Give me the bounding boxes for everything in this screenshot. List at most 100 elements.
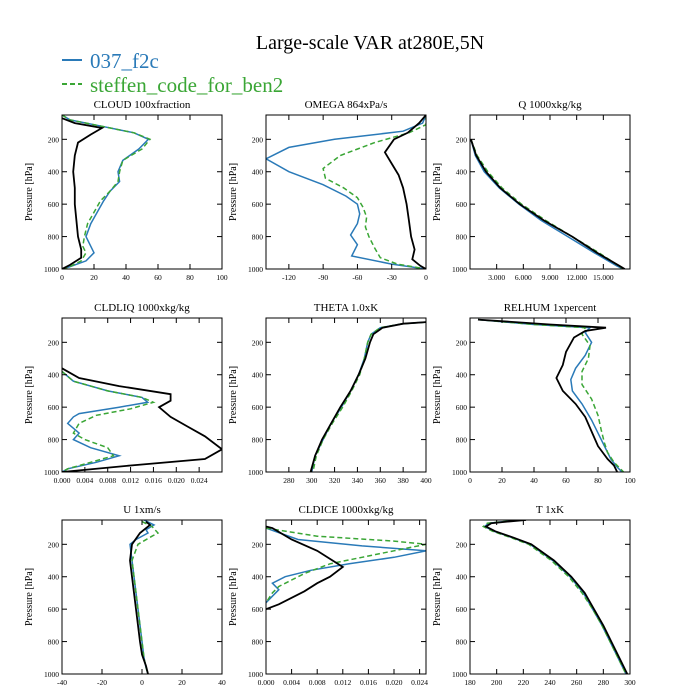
y-tick-label: 200 — [48, 338, 60, 347]
y-axis-label: Pressure [hPa] — [432, 163, 443, 221]
x-tick-label: 0.024 — [411, 678, 428, 687]
series-line-1 — [266, 115, 426, 269]
y-tick-label: 600 — [252, 200, 264, 209]
y-tick-label: 600 — [456, 200, 468, 209]
panel-title: T 1xK — [536, 504, 564, 516]
panel-title: OMEGA 864xPa/s — [305, 99, 388, 111]
x-tick-label: 3.000 — [488, 273, 505, 282]
x-tick-label: -30 — [387, 273, 397, 282]
y-tick-label: 1000 — [44, 265, 59, 274]
figure-title: Large-scale VAR at280E,5N — [256, 32, 484, 54]
panel-title: CLOUD 100xfraction — [94, 99, 191, 111]
y-tick-label: 800 — [252, 638, 264, 647]
series-line-2 — [481, 520, 627, 674]
x-tick-label: -60 — [352, 273, 362, 282]
x-tick-label: 0 — [140, 678, 144, 687]
y-axis-label: Pressure [hPa] — [228, 366, 239, 424]
plot-frame — [61, 114, 223, 270]
y-tick-label: 200 — [456, 135, 468, 144]
series-line-2 — [322, 115, 426, 269]
x-tick-label: 220 — [518, 678, 530, 687]
y-tick-label: 800 — [252, 436, 264, 445]
y-tick-label: 1000 — [452, 670, 467, 679]
y-tick-label: 600 — [456, 605, 468, 614]
x-tick-label: 0.020 — [386, 678, 403, 687]
y-tick-label: 400 — [48, 573, 60, 582]
panel-5: THETA 1.0xK Pressure [hPa] 200 400 600 800 100… — [228, 302, 432, 485]
series-line-3 — [129, 520, 152, 674]
series-line-3 — [383, 115, 426, 269]
y-tick-label: 400 — [252, 371, 264, 380]
y-axis-label: Pressure [hPa] — [24, 366, 35, 424]
plot-frame — [469, 114, 631, 270]
x-tick-label: 300 — [624, 678, 636, 687]
y-axis-label: Pressure [hPa] — [24, 568, 35, 626]
x-tick-label: 6.000 — [515, 273, 532, 282]
x-tick-label: 240 — [544, 678, 556, 687]
panel-title: CLDICE 1000xkg/kg — [298, 504, 394, 516]
legend: 037_f2c steffen_code_for_ben2 — [62, 49, 283, 97]
y-tick-label: 600 — [48, 605, 60, 614]
y-tick-label: 600 — [48, 200, 60, 209]
x-tick-label: 60 — [562, 476, 570, 485]
series-line-3 — [62, 117, 105, 269]
panel-3: Q 1000xkg/kg Pressure [hPa] 200 400 600 800 10… — [432, 99, 631, 282]
y-tick-label: 400 — [252, 573, 264, 582]
y-tick-label: 1000 — [452, 468, 467, 477]
panel-title: RELHUM 1xpercent — [504, 302, 597, 314]
x-tick-label: 9.000 — [542, 273, 559, 282]
legend-label-037-f2c: 037_f2c — [90, 49, 159, 73]
x-tick-label: 80 — [186, 273, 194, 282]
series-line-3 — [309, 321, 426, 472]
x-tick-label: 80 — [594, 476, 602, 485]
series-line-1 — [62, 370, 150, 472]
x-tick-label: 12.000 — [566, 273, 587, 282]
y-tick-label: 1000 — [248, 265, 263, 274]
x-tick-label: -20 — [97, 678, 107, 687]
series-line-3 — [62, 367, 222, 472]
plot-frame — [265, 519, 427, 675]
series-line-2 — [131, 520, 160, 674]
series-line-2 — [470, 139, 625, 269]
x-tick-label: 40 — [530, 476, 538, 485]
y-tick-label: 1000 — [452, 265, 467, 274]
x-tick-label: 60 — [154, 273, 162, 282]
series-line-3 — [484, 520, 629, 674]
x-tick-label: 0 — [468, 476, 472, 485]
plot-frame — [469, 519, 631, 675]
x-tick-label: 0.000 — [258, 678, 275, 687]
panel-title: THETA 1.0xK — [314, 302, 379, 314]
y-tick-label: 600 — [252, 605, 264, 614]
x-tick-label: 0.012 — [122, 476, 139, 485]
y-tick-label: 200 — [456, 338, 468, 347]
y-tick-label: 400 — [456, 371, 468, 380]
x-tick-label: 380 — [398, 476, 410, 485]
y-axis-label: Pressure [hPa] — [24, 163, 35, 221]
x-tick-label: -90 — [318, 273, 328, 282]
x-tick-label: 0.012 — [334, 678, 351, 687]
x-tick-label: 180 — [464, 678, 476, 687]
x-tick-label: 0.004 — [76, 476, 93, 485]
series-line-1 — [470, 139, 624, 269]
x-tick-label: 360 — [375, 476, 387, 485]
series-line-3 — [470, 139, 626, 269]
y-axis-label: Pressure [hPa] — [432, 366, 443, 424]
x-tick-label: 0.024 — [191, 476, 208, 485]
series-line-2 — [312, 321, 426, 472]
x-tick-label: 340 — [352, 476, 364, 485]
x-tick-label: -120 — [282, 273, 296, 282]
x-tick-label: 320 — [329, 476, 341, 485]
x-tick-label: 100 — [216, 273, 228, 282]
y-tick-label: 200 — [48, 540, 60, 549]
y-tick-label: 200 — [252, 540, 264, 549]
y-tick-label: 200 — [456, 540, 468, 549]
y-tick-label: 800 — [48, 638, 60, 647]
y-tick-label: 1000 — [44, 670, 59, 679]
y-axis-label: Pressure [hPa] — [228, 163, 239, 221]
panel-title: CLDLIQ 1000xkg/kg — [94, 302, 190, 314]
y-tick-label: 1000 — [44, 468, 59, 477]
